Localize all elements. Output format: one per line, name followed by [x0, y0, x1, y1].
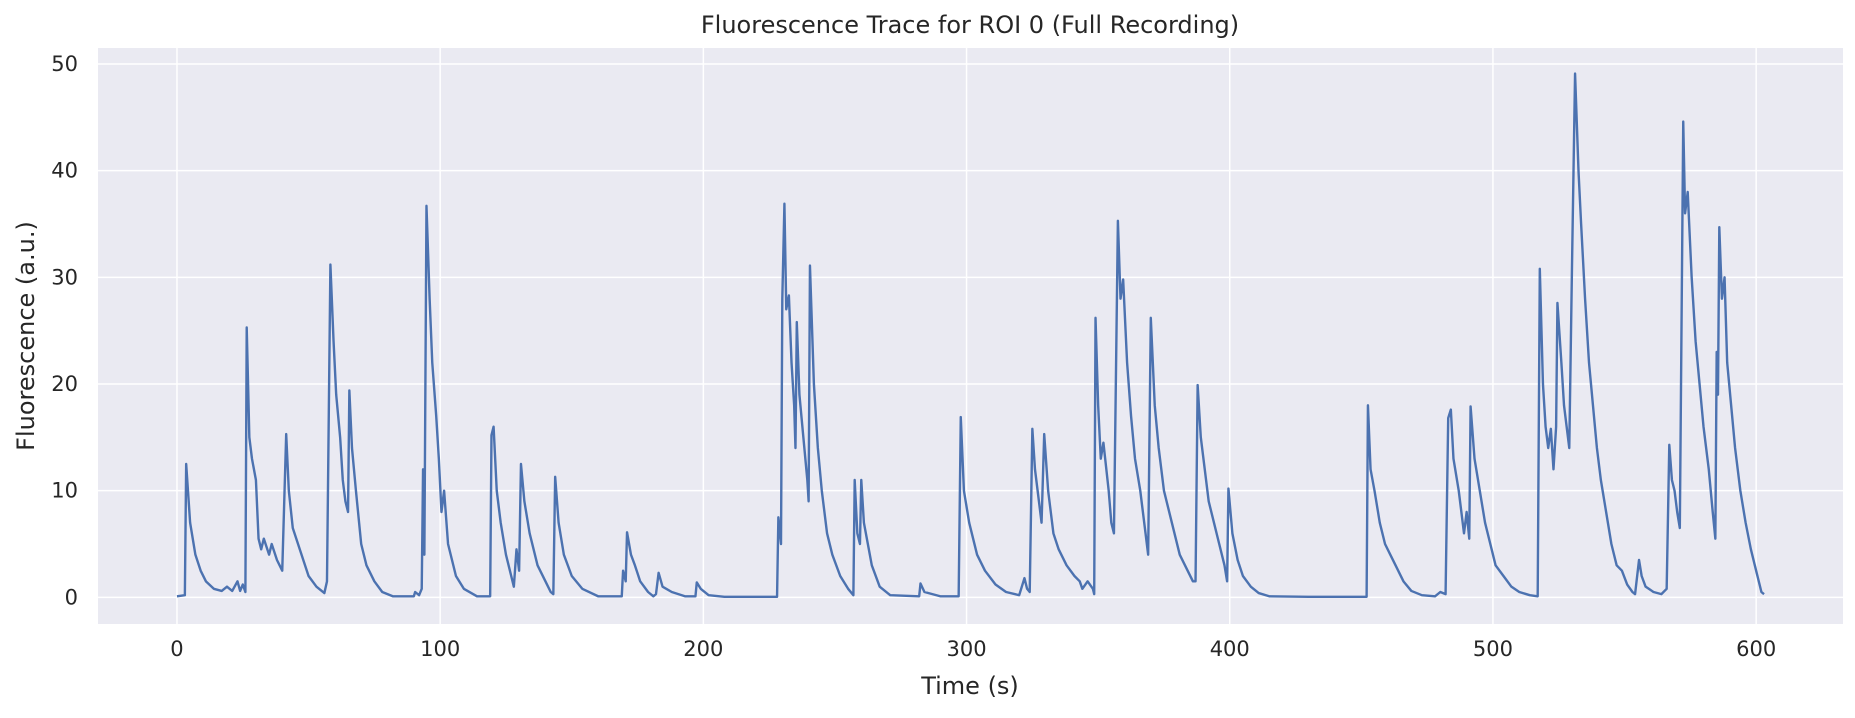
y-tick-label: 40 — [51, 159, 78, 183]
x-tick-label: 400 — [1210, 637, 1250, 661]
y-tick-labels: 0 10 20 30 40 50 — [51, 52, 78, 609]
series-layer — [176, 72, 1765, 598]
x-tick-labels: 0 100 200 300 400 500 600 — [170, 637, 1776, 661]
x-tick-label: 100 — [420, 637, 460, 661]
y-tick-label: 0 — [65, 585, 78, 609]
y-axis-label: Fluorescence (a.u.) — [12, 221, 40, 451]
x-tick-label: 200 — [683, 637, 723, 661]
y-tick-label: 20 — [51, 372, 78, 396]
grid-lines — [98, 48, 1843, 624]
y-tick-label: 50 — [51, 52, 78, 76]
y-tick-label: 30 — [51, 265, 78, 289]
x-tick-label: 500 — [1473, 637, 1513, 661]
y-tick-label: 10 — [51, 479, 78, 503]
series-line — [176, 72, 1765, 598]
x-tick-label: 0 — [170, 637, 183, 661]
x-axis-label: Time (s) — [920, 672, 1019, 700]
chart-title: Fluorescence Trace for ROI 0 (Full Recor… — [701, 11, 1239, 39]
x-tick-label: 300 — [947, 637, 987, 661]
x-tick-label: 600 — [1736, 637, 1776, 661]
